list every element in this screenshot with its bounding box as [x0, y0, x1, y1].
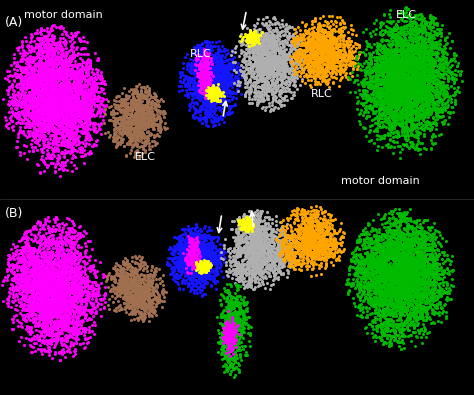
- Text: (B): (B): [5, 207, 23, 220]
- Text: RLC: RLC: [190, 49, 211, 59]
- Text: ELC: ELC: [135, 152, 156, 162]
- Text: RLC: RLC: [310, 89, 332, 99]
- Text: motor domain: motor domain: [24, 10, 102, 20]
- Text: (A): (A): [5, 16, 23, 29]
- Text: ELC: ELC: [396, 10, 417, 20]
- Text: motor domain: motor domain: [341, 176, 420, 186]
